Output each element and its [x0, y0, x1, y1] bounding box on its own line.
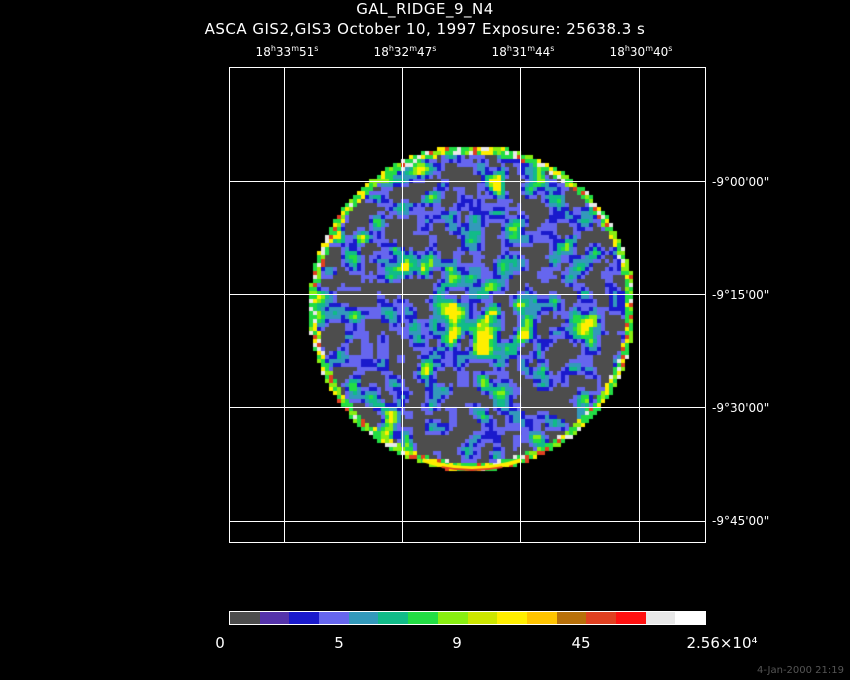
coordinate-grid [229, 67, 706, 543]
colorbar-label-2: 9 [452, 634, 462, 652]
dec-label-2: -9°15'00" [712, 288, 770, 302]
colorbar-swatch [586, 612, 616, 624]
colorbar-label-4: 2.56×10⁴ [686, 634, 758, 652]
colorbar-swatch [259, 612, 290, 624]
image-title: GAL_RIDGE_9_N4 [356, 0, 494, 18]
colorbar-swatch [348, 612, 379, 624]
colorbar-label-0: 0 [215, 634, 225, 652]
timestamp: 4-Jan-2000 21:19 [757, 665, 844, 676]
xray-intensity-map [229, 67, 706, 543]
colorbar-swatch [615, 612, 646, 624]
plot-frame [229, 67, 706, 543]
ra-label-2: 18h32m47s [373, 44, 437, 59]
colorbar-swatch [526, 612, 557, 624]
colorbar-swatch [437, 612, 468, 624]
colorbar-swatch [319, 612, 349, 624]
ra-label-1: 18h33m51s [255, 44, 319, 59]
colorbar-swatch [556, 612, 587, 624]
colorbar-label-3: 45 [571, 634, 591, 652]
colorbar-label-1: 5 [334, 634, 344, 652]
colorbar-swatch [408, 612, 438, 624]
dec-label-3: -9°30'00" [712, 401, 770, 415]
ra-label-4: 18h30m40s [609, 44, 673, 59]
ra-label-3: 18h31m44s [491, 44, 555, 59]
colorbar-swatch [230, 612, 260, 624]
colorbar [229, 611, 706, 625]
dec-label-4: -9°45'00" [712, 514, 770, 528]
colorbar-swatch [645, 612, 676, 624]
image-subtitle: ASCA GIS2,GIS3 October 10, 1997 Exposure… [204, 20, 646, 38]
colorbar-swatch [497, 612, 527, 624]
colorbar-swatch [675, 612, 705, 624]
dec-label-1: -9°00'00" [712, 175, 770, 189]
colorbar-swatch [289, 612, 320, 624]
colorbar-swatch [467, 612, 498, 624]
colorbar-swatch [378, 612, 409, 624]
